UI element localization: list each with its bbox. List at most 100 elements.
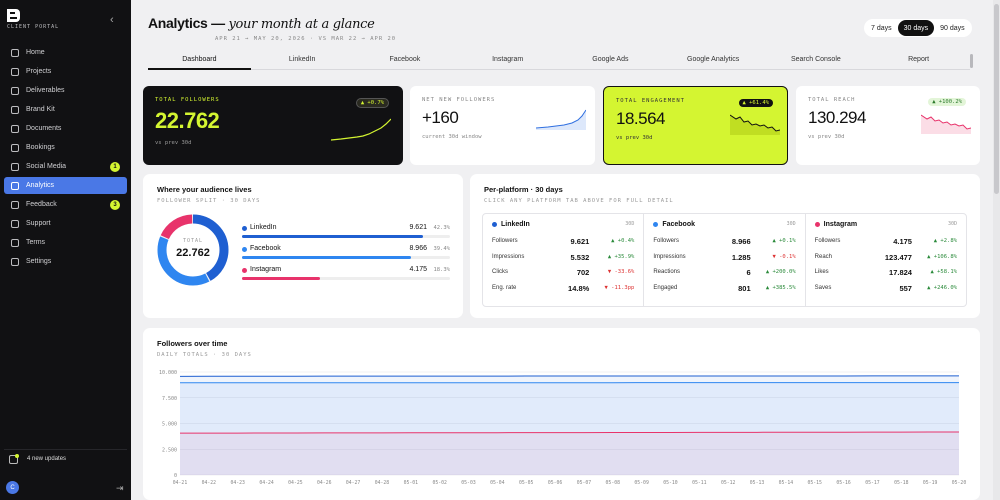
platform-dot xyxy=(653,221,659,227)
metric-row: Eng. rate 14.8% ▼ -11.3pp xyxy=(492,281,634,297)
metric-delta: ▲ +2.8% xyxy=(933,238,957,244)
x-tick-label: 05-09 xyxy=(634,480,649,486)
metric-name: Saves xyxy=(814,284,832,291)
metric-name: Reactions xyxy=(653,269,681,275)
platform-dot xyxy=(242,268,247,273)
metric-value: 6 xyxy=(746,268,751,277)
sidebar-item-analytics[interactable]: Analytics xyxy=(4,177,127,194)
sidebar-item-label: Feedback xyxy=(26,201,57,208)
sidebar-item-support[interactable]: Support xyxy=(4,215,127,232)
platform-pct: 18.3% xyxy=(433,267,450,273)
platform-column-instagram[interactable]: Instagram 30D Followers 4.175 ▲ +2.8% Reach 12… xyxy=(806,214,966,306)
x-tick-label: 04-28 xyxy=(375,480,390,486)
sidebar-item-documents[interactable]: Documents xyxy=(4,120,127,137)
metric-delta: ▼ -33.6% xyxy=(607,269,635,275)
tabs-scrollbar[interactable] xyxy=(970,54,973,68)
metric-delta: ▲ +35.9% xyxy=(607,253,635,260)
palette-icon xyxy=(11,105,19,114)
sparkline-reach xyxy=(921,114,971,134)
metric-row: Reach 123.477 ▲ +106.8% xyxy=(815,250,957,266)
metric-row: Followers 9.621 ▲ +0.4% xyxy=(492,234,634,250)
platform-name: Facebook xyxy=(250,245,281,252)
x-tick-label: 05-17 xyxy=(865,480,880,486)
tab-instagram[interactable]: Instagram xyxy=(492,56,524,63)
platform-bar-track xyxy=(242,277,450,280)
kpi-total-followers: TOTAL FOLLOWERS 22.762 vs prev 30d ▲ +0.… xyxy=(143,86,403,165)
gear-icon xyxy=(11,257,19,266)
tab-dashboard[interactable]: Dashboard xyxy=(148,53,251,70)
followers-over-time-card: Followers over time DAILY TOTALS · 30 DA… xyxy=(143,328,980,500)
avatar[interactable]: C xyxy=(6,481,19,494)
area-instagram xyxy=(180,431,959,475)
metric-value: 9.621 xyxy=(570,237,590,246)
tab-google-ads[interactable]: Google Ads xyxy=(592,56,629,63)
kpi-value: 18.564 xyxy=(616,109,666,128)
platform-dot xyxy=(242,226,247,231)
platform-column-facebook[interactable]: Facebook 30D Followers 8.966 ▲ +0.1% Impressi… xyxy=(644,214,806,306)
sidebar: CLIENT PORTAL ‹ Home Projects Deliverables… xyxy=(0,0,131,500)
x-tick-label: 04-26 xyxy=(317,480,332,486)
kpi-badge: ▲ +61.4% xyxy=(738,99,773,107)
platform-column-range: 30D xyxy=(947,221,957,227)
range-button-7-days[interactable]: 7 days xyxy=(871,24,892,32)
sidebar-item-label: Deliverables xyxy=(26,87,65,94)
sidebar-item-terms[interactable]: Terms xyxy=(4,234,127,251)
metric-row: Followers 8.966 ▲ +0.1% xyxy=(653,234,795,250)
area-linkedin xyxy=(180,375,959,475)
sidebar-item-settings[interactable]: Settings xyxy=(4,253,127,270)
followers-chart: 10.000 7.500 5.000 2.500 004-21 04-22 04-23 04-… xyxy=(159,370,966,486)
metric-row: Impressions 1.285 ▼ -0.1% xyxy=(653,250,795,266)
sidebar-item-social-media[interactable]: Social Media 1 xyxy=(4,158,127,175)
page-scrollbar[interactable] xyxy=(993,0,1000,500)
home-icon xyxy=(11,48,19,57)
tab-search-console[interactable]: Search Console xyxy=(790,56,841,63)
sidebar-item-deliverables[interactable]: Deliverables xyxy=(4,82,127,99)
date-range: APR 21 → MAY 20, 2026 · VS MAR 22 → APR … xyxy=(215,36,397,42)
sidebar-item-home[interactable]: Home xyxy=(4,44,127,61)
tab-facebook[interactable]: Facebook xyxy=(389,56,421,63)
metric-delta: ▲ +200.0% xyxy=(765,269,796,275)
followers-chart-title: Followers over time xyxy=(157,339,228,348)
tab-linkedin[interactable]: LinkedIn xyxy=(288,56,316,63)
sidebar-item-brand-kit[interactable]: Brand Kit xyxy=(4,101,127,118)
sidebar-item-projects[interactable]: Projects xyxy=(4,63,127,80)
x-tick-label: 05-06 xyxy=(548,480,563,486)
x-tick-label: 05-13 xyxy=(750,480,765,486)
sidebar-item-label: Documents xyxy=(26,125,62,132)
range-button-30-days[interactable]: 30 days xyxy=(897,20,935,36)
x-tick-label: 05-03 xyxy=(461,480,476,486)
page-scrollbar-thumb[interactable] xyxy=(994,4,999,194)
sidebar-item-label: Analytics xyxy=(26,182,55,189)
updates-button[interactable]: 4 new updates xyxy=(4,449,127,468)
x-tick-label: 04-24 xyxy=(259,480,274,486)
sidebar-item-feedback[interactable]: Feedback 3 xyxy=(4,196,127,213)
kpi-sub: vs prev 30d xyxy=(155,140,192,146)
tab-report[interactable]: Report xyxy=(908,56,930,63)
metric-name: Eng. rate xyxy=(492,284,517,291)
page-title-text: Analytics — xyxy=(148,15,225,31)
range-button-90-days[interactable]: 90 days xyxy=(940,24,965,32)
sidebar-item-bookings[interactable]: Bookings xyxy=(4,139,127,156)
logout-icon[interactable]: ⇥ xyxy=(116,483,124,493)
metric-name: Followers xyxy=(653,238,680,244)
sidebar-item-label: Support xyxy=(26,220,51,227)
kpi-sub: vs prev 30d xyxy=(808,134,845,140)
sidebar-item-label: Settings xyxy=(26,258,52,265)
platform-pct: 39.4% xyxy=(433,246,450,252)
sidebar-item-label: Projects xyxy=(26,68,52,75)
metric-name: Likes xyxy=(814,269,829,275)
metric-name: Followers xyxy=(492,238,518,244)
sidebar-item-label: Brand Kit xyxy=(26,106,55,113)
tab-google-analytics[interactable]: Google Analytics xyxy=(687,56,740,63)
donut-total-label: TOTAL xyxy=(182,238,204,244)
metric-value: 14.8% xyxy=(568,283,590,293)
collapse-sidebar-icon[interactable]: ‹ xyxy=(110,14,114,26)
metric-row: Followers 4.175 ▲ +2.8% xyxy=(815,234,957,250)
metric-row: Likes 17.824 ▲ +58.1% xyxy=(815,265,957,281)
metric-delta: ▲ +58.1% xyxy=(930,269,957,275)
brand-logo-icon[interactable] xyxy=(7,9,23,22)
bell-icon xyxy=(9,453,19,464)
x-tick-label: 05-11 xyxy=(692,480,707,486)
platform-column-linkedin[interactable]: LinkedIn 30D Followers 9.621 ▲ +0.4% Impressi… xyxy=(483,214,645,306)
platform-column-name: LinkedIn xyxy=(501,220,530,228)
